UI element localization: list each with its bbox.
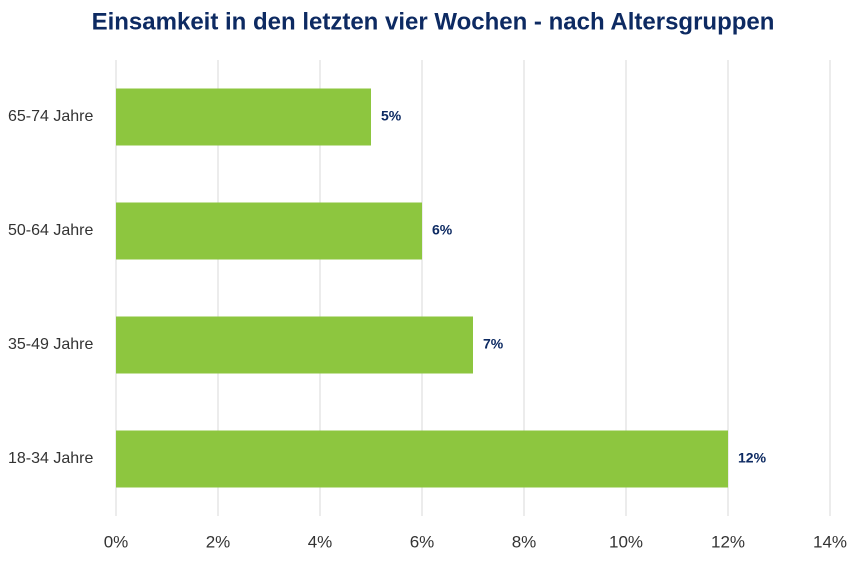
x-tick-label: 8% [512, 532, 537, 551]
value-label: 6% [432, 222, 453, 238]
x-tick-label: 14% [813, 532, 847, 551]
bar [116, 202, 422, 260]
value-label: 7% [483, 336, 504, 352]
x-tick-label: 2% [206, 532, 231, 551]
y-tick-label: 50-64 Jahre [8, 222, 93, 239]
chart-title: Einsamkeit in den letzten vier Wochen - … [92, 8, 775, 35]
bar [116, 316, 473, 374]
y-tick-label: 65-74 Jahre [8, 108, 93, 125]
value-label: 5% [381, 108, 402, 124]
x-tick-label: 0% [104, 532, 129, 551]
y-tick-label: 35-49 Jahre [8, 336, 93, 353]
bar [116, 88, 371, 146]
bar [116, 430, 728, 488]
x-tick-label: 10% [609, 532, 643, 551]
x-tick-label: 6% [410, 532, 435, 551]
y-tick-label: 18-34 Jahre [8, 450, 93, 467]
x-tick-label: 12% [711, 532, 745, 551]
value-label: 12% [738, 450, 767, 466]
x-tick-label: 4% [308, 532, 333, 551]
